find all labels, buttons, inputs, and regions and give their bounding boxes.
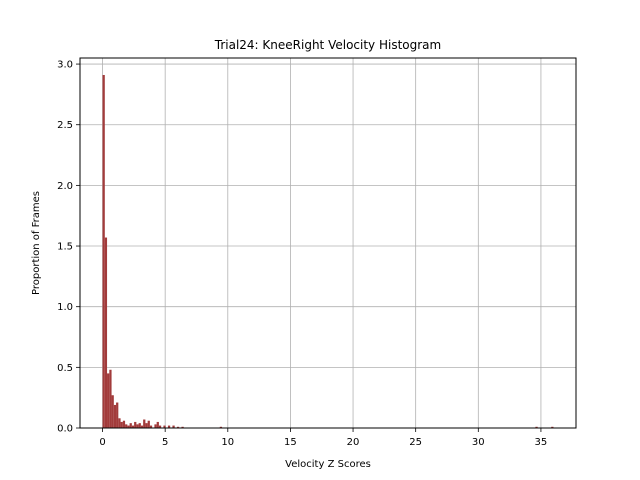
histogram-bar (219, 426, 223, 428)
grid (80, 58, 576, 429)
histogram-bar (140, 425, 144, 428)
y-tick-label: 0.5 (57, 363, 73, 374)
histogram-bar (113, 404, 117, 428)
histogram-bar (149, 425, 153, 428)
histogram-bar (154, 424, 157, 428)
histogram-bar (147, 420, 150, 428)
histogram-bar (181, 426, 184, 428)
histogram-bar (109, 369, 112, 428)
histogram-bar (102, 74, 105, 428)
histogram-bar (145, 423, 148, 428)
y-tick-label: 3.0 (57, 60, 73, 71)
x-tick-label: 5 (162, 437, 168, 448)
plot-frame (79, 57, 577, 429)
histogram-bar (120, 421, 123, 428)
histogram-bar (104, 237, 108, 428)
axis-ticks: 0 5 10 15 20 25 30 35 0.0 0.5 1.0 1.5 2.0 2.5 3.0 (57, 60, 547, 448)
histogram-bar (138, 423, 141, 428)
histogram-bar (129, 423, 132, 428)
histogram-bar (163, 425, 166, 428)
y-tick-label: 2.5 (57, 120, 73, 131)
y-tick-label: 1.0 (57, 302, 73, 313)
y-axis-label: Proportion of Frames (31, 191, 42, 295)
x-tick-label: 25 (409, 437, 422, 448)
histogram-bar (111, 395, 114, 428)
x-tick-label: 35 (535, 437, 548, 448)
histogram-bar (127, 425, 130, 428)
x-tick-label: 30 (472, 437, 485, 448)
histogram-bar (551, 426, 554, 428)
histogram-bar (535, 426, 538, 428)
x-tick-label: 20 (347, 437, 360, 448)
x-tick-label: 10 (221, 437, 234, 448)
histogram-bar (158, 425, 162, 428)
histogram-bar (143, 419, 146, 428)
histogram-bars (102, 74, 554, 428)
x-axis-label: Velocity Z Scores (285, 459, 371, 470)
histogram-bar (172, 425, 175, 428)
y-tick-label: 0.0 (57, 424, 73, 435)
histogram-bar (107, 373, 110, 428)
histogram-bar (156, 421, 159, 428)
histogram-bar (116, 402, 119, 428)
histogram-bar (167, 425, 171, 428)
histogram-bar (118, 418, 121, 428)
histogram-bar (136, 424, 139, 428)
histogram-bar (176, 426, 180, 428)
x-tick-label: 0 (99, 437, 105, 448)
x-tick-label: 15 (284, 437, 297, 448)
histogram-bar (131, 425, 135, 428)
chart-title: Trial24: KneeRight Velocity Histogram (214, 38, 441, 52)
histogram-bar (125, 424, 128, 428)
histogram-bar (122, 420, 126, 428)
y-tick-label: 2.0 (57, 181, 73, 192)
y-tick-label: 1.5 (57, 242, 73, 253)
histogram-bar (134, 421, 137, 428)
